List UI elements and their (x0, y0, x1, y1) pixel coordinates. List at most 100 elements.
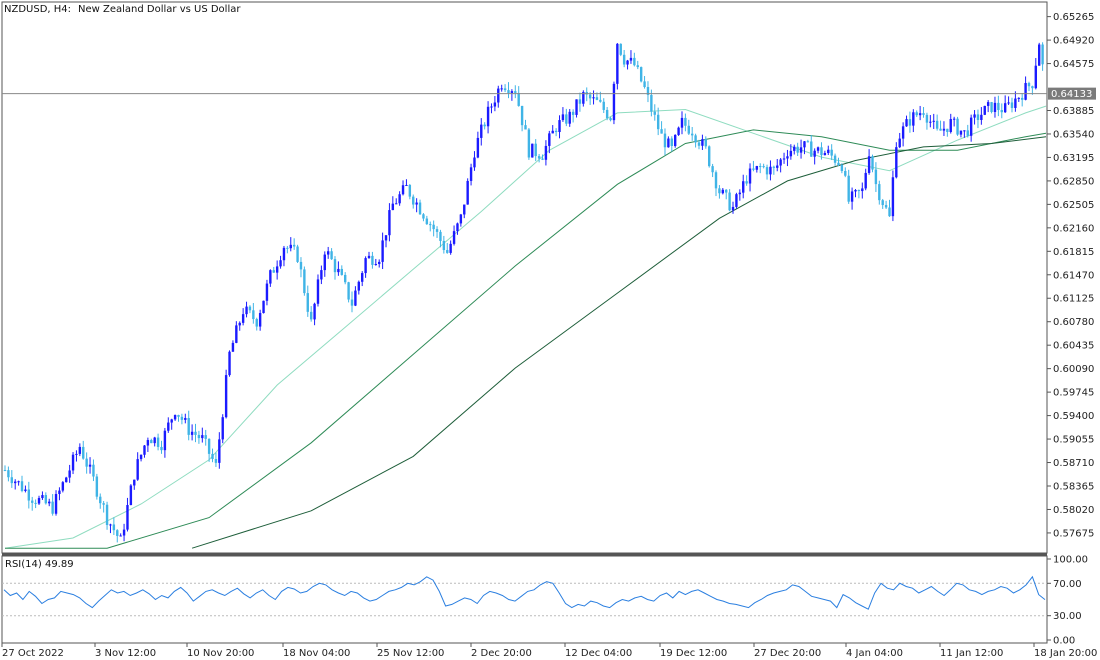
candle (891, 170, 895, 222)
candle (864, 168, 867, 191)
candle-body (197, 434, 201, 439)
candle (17, 480, 20, 486)
candle (275, 260, 279, 280)
candle-body (51, 501, 54, 514)
candle-body (701, 139, 704, 146)
candle-body (1041, 44, 1044, 65)
candle (78, 443, 82, 457)
candle-body (497, 88, 500, 103)
candle-body (915, 112, 918, 116)
candle (483, 122, 486, 130)
candle (309, 306, 313, 322)
candle (656, 107, 660, 136)
candle-body (571, 111, 575, 115)
candle (643, 76, 646, 89)
time-tick-label: 10 Nov 20:00 (187, 648, 254, 659)
candle-body (255, 319, 258, 327)
candle (180, 413, 184, 425)
candle (588, 92, 592, 105)
candle (248, 305, 252, 314)
ma_slow-line (191, 136, 1047, 549)
candle (510, 89, 514, 101)
candle-body (1003, 103, 1007, 113)
candle-body (405, 184, 408, 186)
candle-body (980, 114, 983, 120)
candle (241, 308, 245, 326)
candle-body (401, 185, 405, 195)
candle (31, 496, 34, 511)
candle (646, 81, 650, 103)
candle (405, 179, 408, 186)
candle-body (163, 430, 167, 451)
candle-body (969, 117, 973, 136)
candle-body (238, 322, 241, 326)
time-tick-label: 19 Dec 12:00 (660, 648, 727, 659)
candle (330, 248, 333, 260)
candle (823, 150, 827, 156)
candle (867, 149, 871, 175)
candle-body (656, 114, 660, 130)
candle (762, 163, 765, 169)
candle (629, 50, 633, 64)
candle-body (500, 88, 503, 90)
candle (85, 452, 88, 474)
candle-body (299, 261, 303, 270)
candle-body (357, 281, 361, 291)
candle-body (272, 270, 275, 273)
candle-body (354, 290, 357, 306)
candle-body (541, 158, 544, 160)
candle-body (466, 180, 469, 205)
candle-body (537, 156, 541, 159)
candle-body (905, 119, 908, 127)
price-tick-label: 0.64575 (1053, 59, 1094, 70)
candle (728, 189, 731, 212)
candle (844, 167, 847, 178)
candle-body (718, 188, 721, 194)
candle-body (269, 270, 272, 284)
candle (973, 110, 976, 125)
candle-body (378, 261, 381, 265)
candle-body (690, 133, 694, 136)
candle-body (503, 88, 507, 91)
candle-body (776, 165, 779, 168)
candle (167, 417, 170, 433)
candle-body (813, 150, 816, 157)
candle (820, 142, 823, 160)
candle (160, 440, 163, 454)
price-tick-label: 0.61815 (1053, 247, 1094, 258)
candle (20, 475, 24, 493)
candle (68, 464, 71, 483)
candle (578, 92, 582, 112)
candle-body (194, 431, 197, 435)
candle-body (534, 143, 537, 157)
rsi-panel-border (1, 555, 1048, 644)
candle (41, 491, 44, 500)
candle (442, 235, 446, 254)
candle-body (160, 446, 163, 451)
candle-body (221, 417, 224, 440)
candle (534, 139, 537, 162)
candle (204, 429, 207, 446)
candle (82, 440, 85, 460)
candle-body (306, 293, 309, 312)
candle (320, 265, 323, 285)
candle (898, 132, 901, 149)
candle (37, 495, 41, 505)
candle-body (1020, 97, 1024, 100)
candle (711, 163, 714, 178)
price-tick-label: 0.59400 (1053, 411, 1094, 422)
price-tick-label: 0.61470 (1053, 270, 1094, 281)
candle (388, 203, 391, 242)
candle-body (41, 495, 44, 499)
candle-body (837, 162, 840, 165)
candle (561, 107, 565, 122)
candle (435, 226, 439, 238)
candle (381, 232, 384, 270)
candle-body (847, 175, 850, 202)
candle (1027, 81, 1031, 92)
candle (357, 280, 361, 295)
candle-body (820, 147, 823, 156)
candle (571, 109, 575, 123)
candle-body (463, 204, 466, 215)
